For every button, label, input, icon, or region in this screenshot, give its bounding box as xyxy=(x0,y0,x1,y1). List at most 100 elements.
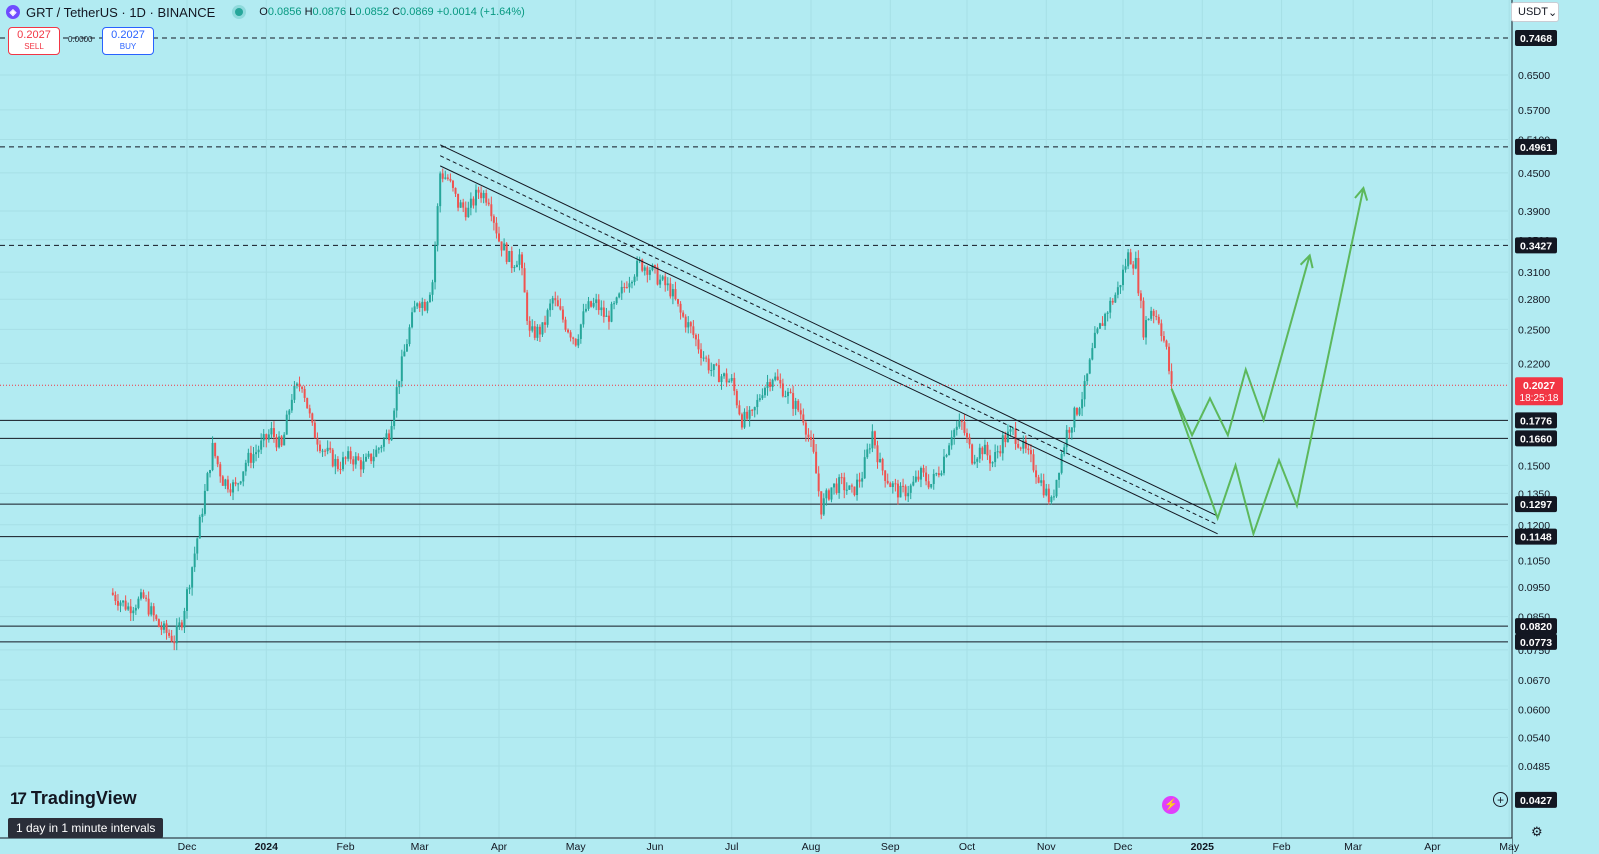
candle-body xyxy=(1142,300,1145,338)
candle-body xyxy=(160,626,163,630)
candle-body xyxy=(216,456,219,465)
candle-body xyxy=(1106,312,1109,314)
candle-body xyxy=(661,276,664,280)
candle-body xyxy=(930,484,933,488)
gear-icon[interactable]: ⚙ xyxy=(1531,824,1543,839)
candle-body xyxy=(188,587,191,590)
chart-header: ◈ GRT / TetherUS · 1D · BINANCE O0.0856 … xyxy=(6,2,525,22)
candle-body xyxy=(891,483,894,488)
candle-body xyxy=(769,382,772,388)
candle-body xyxy=(316,438,319,445)
candle-body xyxy=(122,600,125,603)
y-tick-label: 0.2800 xyxy=(1518,294,1550,306)
candle-body xyxy=(590,301,593,307)
sell-button[interactable]: 0.2027 SELL xyxy=(8,27,60,55)
projection-path[interactable] xyxy=(1170,187,1365,538)
level-badge-label: 0.1776 xyxy=(1520,415,1552,427)
market-open-icon xyxy=(235,8,244,16)
candle-body xyxy=(978,447,981,459)
candle-body xyxy=(247,452,250,463)
candle-body xyxy=(610,303,613,322)
trend-channel-line[interactable] xyxy=(439,155,1218,526)
candle-body xyxy=(1124,266,1127,270)
candle-body xyxy=(958,421,961,427)
candle-body xyxy=(1137,257,1140,294)
low-value: 0.0852 xyxy=(355,6,390,18)
candle-body xyxy=(746,411,749,419)
level-badge xyxy=(1515,430,1557,447)
candle-body xyxy=(1157,316,1160,324)
candle-body xyxy=(725,373,728,383)
candle-body xyxy=(408,327,411,345)
candle-body xyxy=(1029,450,1032,455)
candle-body xyxy=(1168,346,1171,372)
candle-body xyxy=(541,322,544,335)
candle-body xyxy=(521,254,524,269)
candle-body xyxy=(886,480,889,484)
candle-body xyxy=(1017,443,1020,448)
candle-body xyxy=(272,428,275,437)
candle-body xyxy=(669,283,672,297)
projection-path[interactable] xyxy=(1170,255,1311,439)
candle-body xyxy=(948,445,951,456)
candle-body xyxy=(942,456,945,474)
candle-body xyxy=(229,489,232,493)
candle-body xyxy=(459,202,462,208)
candle-body xyxy=(318,444,321,452)
candle-body xyxy=(1065,429,1068,448)
candle-body xyxy=(789,391,792,394)
candle-body xyxy=(674,289,677,300)
level-badge-label: 0.1148 xyxy=(1520,532,1552,544)
candle-body xyxy=(1047,488,1050,503)
candle-body xyxy=(462,202,465,208)
plus-icon[interactable]: + xyxy=(1493,792,1508,807)
candle-body xyxy=(748,409,751,419)
candle-body xyxy=(487,202,490,205)
candle-body xyxy=(147,598,150,615)
candle-body xyxy=(124,600,127,610)
level-badge xyxy=(1515,791,1557,808)
candle-body xyxy=(311,413,314,423)
symbol-title[interactable]: GRT / TetherUS · 1D · BINANCE xyxy=(26,4,216,20)
candle-body xyxy=(252,454,255,463)
candle-body xyxy=(569,332,572,338)
sell-label: SELL xyxy=(24,42,44,51)
candle-body xyxy=(950,437,953,446)
candle-body xyxy=(940,473,943,476)
lightning-icon[interactable]: ⚡ xyxy=(1162,796,1180,814)
buy-button[interactable]: 0.2027 BUY xyxy=(102,27,154,55)
candle-body xyxy=(449,178,452,181)
candle-body xyxy=(925,472,928,482)
y-tick-label: 0.6500 xyxy=(1518,70,1550,82)
tradingview-logo[interactable]: 17 TradingView xyxy=(10,788,137,809)
candle-body xyxy=(180,622,183,628)
candle-body xyxy=(549,303,552,311)
candle-body xyxy=(454,187,457,194)
level-badge-label: 0.1660 xyxy=(1520,433,1552,445)
trend-channel-line[interactable] xyxy=(439,165,1218,535)
trend-channel-line[interactable] xyxy=(439,144,1218,517)
candle-body xyxy=(636,260,639,277)
time-axis[interactable] xyxy=(0,838,1512,854)
currency-selector[interactable]: USDT ⌄ xyxy=(1511,2,1559,22)
candle-body xyxy=(175,625,178,644)
buy-label: BUY xyxy=(119,42,137,51)
candle-body xyxy=(132,610,135,614)
candle-body xyxy=(1134,257,1137,269)
candle-body xyxy=(403,351,406,357)
candle-body xyxy=(909,485,912,493)
candle-body xyxy=(858,479,861,482)
candle-body xyxy=(1109,300,1112,313)
candle-body xyxy=(544,322,547,325)
candle-body xyxy=(625,287,628,289)
candle-body xyxy=(1155,315,1158,317)
level-badge xyxy=(1515,138,1557,155)
candle-body xyxy=(554,298,557,301)
candle-body xyxy=(301,386,304,389)
candle-body xyxy=(186,589,188,611)
candle-body xyxy=(155,615,158,620)
candle-body xyxy=(776,376,779,381)
candle-body xyxy=(308,408,311,414)
candle-body xyxy=(1170,371,1173,384)
